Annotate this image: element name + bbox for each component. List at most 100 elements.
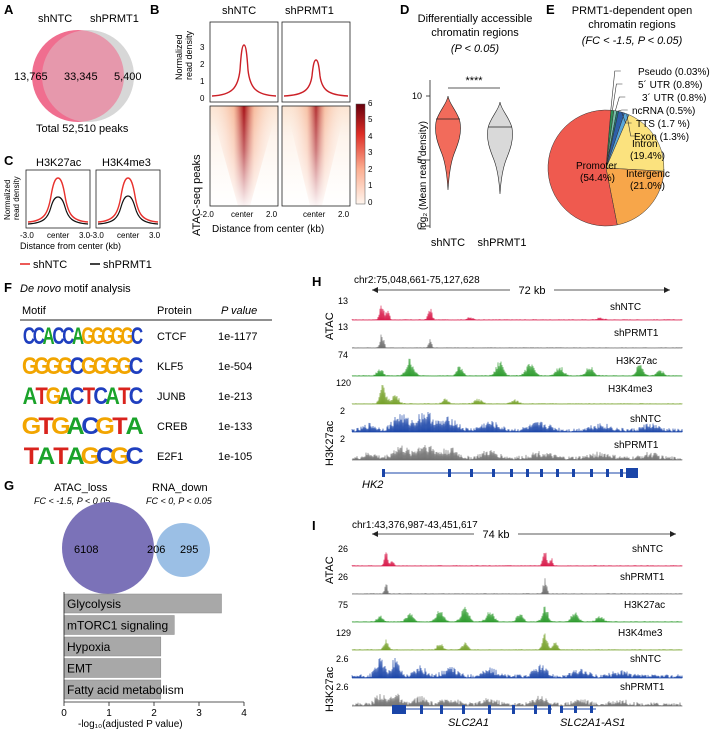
panel-a: A shNTC shPRMT1 13,765 33,345 5,400 Tota… bbox=[4, 2, 142, 135]
violin-sig: **** bbox=[465, 75, 483, 87]
track-h-2-name: shPRMT1 bbox=[614, 328, 659, 339]
heatmap-ylabel: ATAC-seq peaks bbox=[191, 154, 203, 236]
track-h-1-max: 13 bbox=[338, 296, 348, 306]
track-i-6-name: shPRMT1 bbox=[620, 682, 665, 693]
profile-c-box-h3k4me3 bbox=[95, 169, 161, 229]
motif-row2-pvalue: 1e-504 bbox=[218, 361, 252, 373]
profile-c-xtick-1: -3.0 bbox=[20, 231, 34, 240]
enrich-bar-label-glycolysis: Glycolysis bbox=[67, 597, 121, 611]
heatmap-shntc-fade bbox=[210, 106, 278, 206]
gene-h-exon-last bbox=[626, 468, 638, 478]
panel-h-label: H bbox=[312, 274, 321, 289]
motif-row4-pvalue: 1e-133 bbox=[218, 421, 252, 433]
motif-row5-letter-5: G bbox=[81, 444, 101, 470]
profile-c-title-h3k27ac: H3K27ac bbox=[36, 157, 82, 169]
motif-row3-protein: JUNB bbox=[157, 391, 186, 403]
venn-a-unique-b: 5,400 bbox=[114, 71, 142, 83]
track-h-5-max: 2 bbox=[340, 406, 345, 416]
track-i-gene-slc2a1: SLC2A1 bbox=[448, 717, 489, 729]
pie-leader-exon bbox=[626, 113, 637, 137]
motif-row5-protein: E2F1 bbox=[157, 451, 183, 463]
track-i-group-k27: H3K27ac bbox=[324, 666, 336, 712]
pie-slice-intergenic bbox=[605, 167, 665, 226]
track-h-scale-bg bbox=[510, 283, 554, 297]
motif-row3-pvalue: 1e-213 bbox=[218, 391, 252, 403]
motif-row4-letter-8: A bbox=[126, 414, 144, 440]
motif-row2-letter-8: G bbox=[105, 352, 121, 379]
legend-c-label-shprmt1: shPRMT1 bbox=[103, 259, 152, 271]
gene-i-exon-1 bbox=[420, 705, 423, 714]
motif-row1-letter-2: C bbox=[33, 323, 45, 350]
track-h-group-k27: H3K27ac bbox=[324, 420, 336, 466]
tracks-i bbox=[351, 552, 684, 707]
panel-i-label: I bbox=[312, 518, 316, 533]
venn-a-total: Total 52,510 peaks bbox=[36, 123, 129, 135]
pie-subtitle: (FC < -1.5, P < 0.05) bbox=[582, 35, 683, 47]
venn-a-overlap-tint bbox=[42, 30, 134, 122]
motif-row4-letter-1: G bbox=[22, 414, 42, 440]
motif-logos: CCACCAGGGGGCGGGGCGGGGCATGACTCATCGTGACGTA… bbox=[22, 323, 144, 470]
motif-row1-letter-12: C bbox=[131, 323, 143, 350]
motif-title: De novo motif analysis bbox=[20, 283, 131, 295]
gene-i-exon-first bbox=[392, 705, 406, 714]
motif-row3-letter-8: A bbox=[105, 382, 120, 409]
violin-ytick-0: 0 bbox=[417, 221, 422, 231]
pie-leaders bbox=[610, 70, 637, 137]
venn-a-set1-label: shNTC bbox=[38, 13, 72, 25]
track-h-4-max: 120 bbox=[336, 378, 351, 388]
gene-i-exon-5 bbox=[512, 705, 515, 714]
motif-row4-protein: CREB bbox=[157, 421, 188, 433]
motif-row2-protein: KLF5 bbox=[157, 361, 183, 373]
motif-row5-letter-6: C bbox=[96, 444, 114, 470]
heatmap-colorbar bbox=[355, 103, 366, 205]
pie-label-intron: Intron bbox=[632, 139, 658, 150]
profile-ytick-3: 3 bbox=[200, 43, 205, 52]
heatmap-xtick-4: center bbox=[303, 210, 326, 219]
track-h-3-name: H3K27ac bbox=[616, 356, 657, 367]
motif-row5-letter-7: G bbox=[110, 444, 130, 470]
track-h-4-name: H3K4me3 bbox=[608, 384, 653, 395]
heatmap-xtick-2: center bbox=[231, 210, 254, 219]
venn-a-circle-shntc bbox=[32, 30, 124, 122]
track-i-3-max: 75 bbox=[338, 600, 348, 610]
pie-value-promoter: (54.4%) bbox=[580, 173, 615, 184]
motif-row3-letter-9: T bbox=[118, 382, 131, 409]
gene-h-exon-7 bbox=[540, 469, 543, 477]
heatmap-shprmt1-fade bbox=[282, 106, 350, 206]
motif-header-motif: Motif bbox=[22, 305, 47, 317]
track-i-5-name: shNTC bbox=[630, 654, 661, 665]
enrich-bar-label-fatty-acid-metabolism: Fatty acid metabolism bbox=[67, 683, 184, 697]
track-i-4-max: 129 bbox=[336, 628, 351, 638]
profile-c-xtick-3: 3.0 bbox=[79, 231, 91, 240]
profile-ylabel-2: read density bbox=[184, 30, 194, 80]
violin-shprmt1 bbox=[487, 101, 513, 195]
profile-c-curve-h3k27ac-shntc bbox=[27, 177, 89, 223]
venn-g-circle-rna bbox=[156, 523, 210, 577]
enrich-xtick-2: 2 bbox=[151, 708, 157, 719]
venn-g-circle-atac bbox=[62, 502, 154, 594]
track-h-1-name: shNTC bbox=[610, 302, 641, 313]
pie-label-promoter: Promoter bbox=[576, 161, 618, 172]
motif-row5-pvalue: 1e-105 bbox=[218, 451, 252, 463]
motif-row1-letter-7: G bbox=[81, 323, 94, 350]
gene-h-exon-12 bbox=[620, 469, 623, 477]
panel-f: F De novo motif analysis Motif Protein P… bbox=[4, 280, 272, 470]
enrich-xtick-0: 0 bbox=[61, 708, 67, 719]
motif-row1-letter-11: G bbox=[121, 323, 134, 350]
motif-header-pvalue: P value bbox=[221, 305, 257, 317]
motif-row3-letter-3: G bbox=[46, 382, 62, 409]
profile-c-xtick-4: -3.0 bbox=[90, 231, 104, 240]
gene-i-exon-6 bbox=[534, 705, 537, 714]
motif-row1-letter-10: G bbox=[111, 323, 124, 350]
profile-c-title-h3k4me3: H3K4me3 bbox=[102, 157, 151, 169]
enrich-xtick-3: 3 bbox=[196, 708, 202, 719]
panel-a-label: A bbox=[4, 2, 14, 17]
venn-g-set2-criteria: FC < 0, P < 0.05 bbox=[146, 496, 213, 506]
heatmap-xtick-1: -2.0 bbox=[200, 210, 214, 219]
panel-g-label: G bbox=[4, 478, 14, 493]
motif-row1-letter-5: C bbox=[62, 323, 74, 350]
motif-row3-letter-1: A bbox=[23, 382, 38, 409]
gene-h-exon-3 bbox=[470, 469, 473, 477]
colorbar-tick-3: 3 bbox=[368, 148, 373, 157]
track-h-2-max: 13 bbox=[338, 322, 348, 332]
